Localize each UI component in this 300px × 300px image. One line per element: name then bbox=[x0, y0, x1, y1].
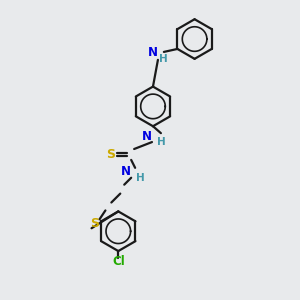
Text: S: S bbox=[90, 217, 99, 230]
Text: H: H bbox=[159, 54, 168, 64]
Text: Cl: Cl bbox=[112, 256, 125, 268]
Text: N: N bbox=[121, 165, 131, 178]
Text: N: N bbox=[148, 46, 158, 59]
Text: H: H bbox=[136, 173, 145, 183]
Text: H: H bbox=[157, 137, 166, 147]
Text: S: S bbox=[106, 148, 115, 161]
Text: N: N bbox=[142, 130, 152, 142]
